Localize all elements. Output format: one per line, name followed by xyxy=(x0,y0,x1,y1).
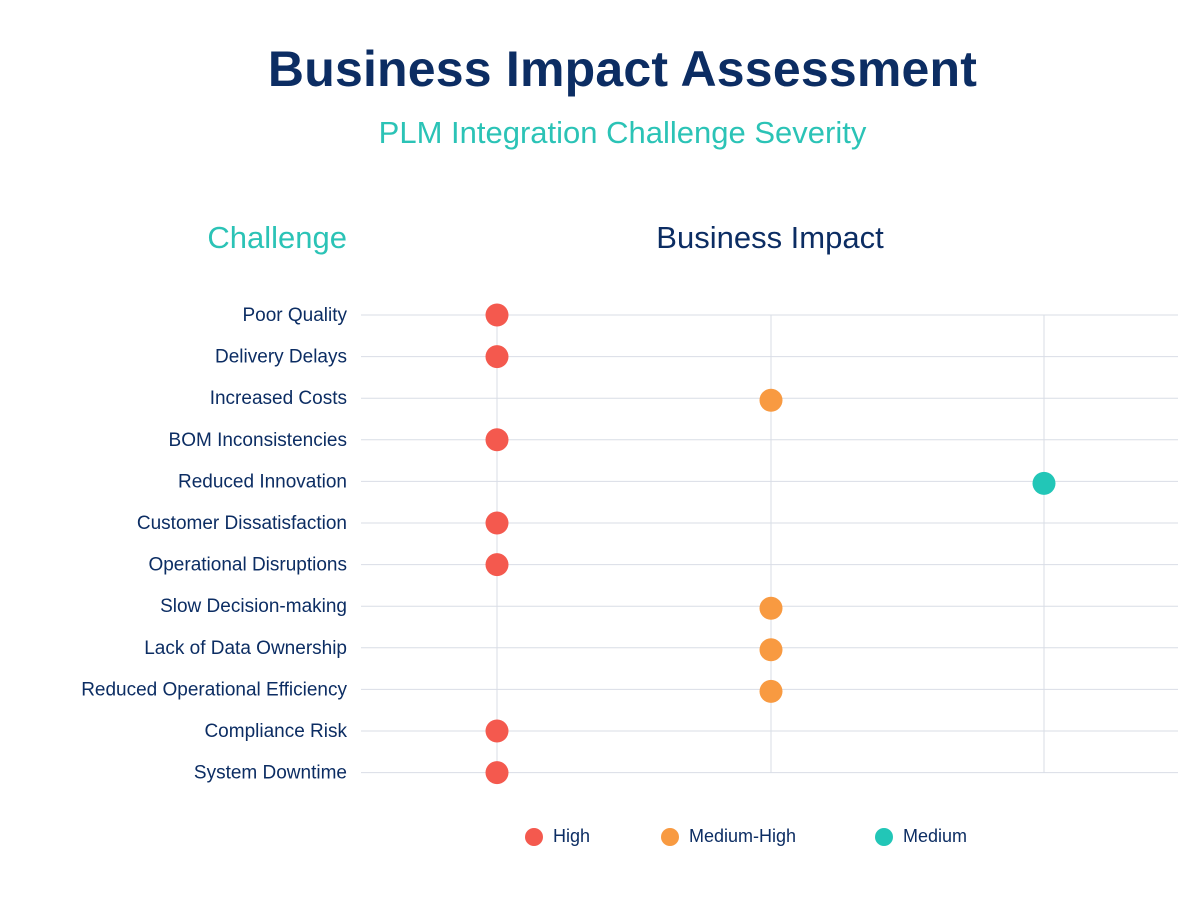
data-point-poor-quality xyxy=(485,303,509,327)
legend-marker-high xyxy=(525,827,543,846)
category-label-increased-costs: Increased Costs xyxy=(210,388,347,409)
chart-legend: High Medium-High Medium xyxy=(0,826,1200,856)
category-label-system-downtime: System Downtime xyxy=(194,763,347,784)
data-point-increased-costs xyxy=(759,388,783,412)
chart-subtitle: PLM Integration Challenge Severity xyxy=(378,115,867,150)
challenge-column-header: Challenge xyxy=(207,220,347,255)
data-point-lack-of-data-ownership xyxy=(759,638,783,662)
data-point-system-downtime xyxy=(485,761,509,785)
category-label-slow-decision-making: Slow Decision-making xyxy=(160,596,347,617)
category-label-operational-disruptions: Operational Disruptions xyxy=(148,555,347,576)
legend-label-medium-high: Medium-High xyxy=(689,826,797,846)
data-point-compliance-risk xyxy=(485,719,509,743)
legend-label-medium: Medium xyxy=(903,826,968,846)
data-point-reduced-innovation xyxy=(1032,471,1056,495)
data-point-bom-inconsistencies xyxy=(485,428,509,452)
legend-marker-medium-high xyxy=(661,827,679,846)
data-point-slow-decision-making xyxy=(759,596,783,620)
legend-label-high: High xyxy=(553,826,591,846)
category-label-compliance-risk: Compliance Risk xyxy=(204,721,347,742)
legend-item-high: High xyxy=(525,826,590,847)
business-impact-column-header: Business Impact xyxy=(656,220,884,255)
legend-item-medium-high: Medium-High xyxy=(661,826,796,847)
data-point-delivery-delays xyxy=(485,345,509,369)
legend-item-medium: Medium xyxy=(875,826,967,847)
category-label-delivery-delays: Delivery Delays xyxy=(215,347,347,368)
data-point-operational-disruptions xyxy=(485,553,509,577)
category-label-bom-inconsistencies: BOM Inconsistencies xyxy=(169,430,347,451)
category-label-poor-quality: Poor Quality xyxy=(242,305,347,326)
chart-title: Business Impact Assessment xyxy=(267,41,978,97)
data-point-reduced-operational-efficiency xyxy=(759,679,783,703)
data-point-customer-dissatisfaction xyxy=(485,511,509,535)
legend-marker-medium xyxy=(875,827,893,846)
category-label-customer-dissatisfaction: Customer Dissatisfaction xyxy=(137,513,347,534)
category-label-reduced-operational-efficiency: Reduced Operational Efficiency xyxy=(81,679,347,700)
category-label-lack-of-data-ownership: Lack of Data Ownership xyxy=(144,638,347,659)
category-label-reduced-innovation: Reduced Innovation xyxy=(178,471,347,492)
